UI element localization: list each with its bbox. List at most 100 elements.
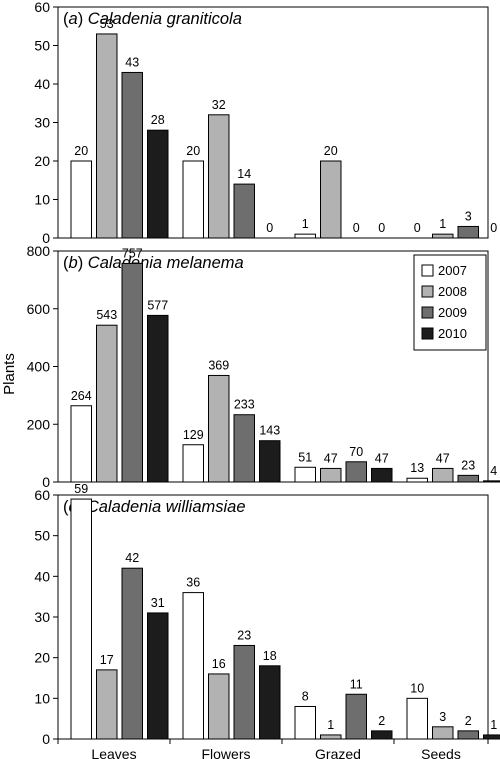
bar-2009-flowers	[233, 644, 255, 740]
data-label: 0	[353, 221, 360, 235]
y-tick-label: 10	[34, 192, 50, 208]
data-label: 31	[151, 596, 165, 610]
bar-2009-leaves	[121, 71, 143, 239]
panel-paren-close: )	[78, 254, 88, 272]
y-tick-label: 30	[34, 115, 50, 131]
bar-2010-leaves	[147, 612, 169, 740]
data-label: 14	[237, 167, 251, 181]
bar-2007-grazed	[294, 466, 316, 483]
data-label: 3	[439, 710, 446, 724]
data-label: 8	[302, 689, 309, 703]
data-label: 1	[327, 718, 334, 732]
y-tick-label: 20	[34, 650, 50, 666]
y-tick-label: 40	[34, 76, 50, 92]
legend-swatch-2007	[421, 264, 434, 277]
bar-2008-flowers	[208, 114, 230, 239]
bar-2009-grazed	[345, 461, 367, 483]
data-label: 3	[465, 209, 472, 223]
data-label: 17	[100, 653, 114, 667]
data-label: 757	[122, 246, 143, 260]
data-label: 11	[350, 677, 363, 691]
bar-2009-seeds	[457, 474, 479, 483]
data-label: 233	[234, 398, 255, 412]
bar-2008-flowers	[208, 374, 230, 483]
data-label: 0	[266, 221, 273, 235]
data-label: 47	[375, 451, 389, 465]
bar-2010-grazed	[371, 467, 393, 483]
data-label: 43	[125, 55, 139, 69]
bar-2008-flowers	[208, 673, 230, 740]
panel-letter: a	[69, 10, 78, 28]
y-tick-label: 10	[34, 690, 50, 706]
y-axis-label: Plants	[1, 353, 18, 395]
data-label: 51	[298, 450, 312, 464]
data-label: 577	[147, 298, 168, 312]
bar-2007-seeds	[406, 697, 428, 740]
data-label: 264	[71, 389, 92, 403]
y-tick-label: 400	[27, 359, 51, 375]
data-label: 1	[302, 217, 309, 231]
bar-2008-seeds	[432, 726, 454, 740]
bar-2010-seeds	[483, 734, 500, 740]
legend-swatch-2009	[421, 306, 434, 319]
data-label: 543	[96, 308, 117, 322]
bar-2008-grazed	[320, 734, 342, 740]
data-label: 1	[490, 718, 497, 732]
category-label: Grazed	[315, 746, 361, 759]
panel-title: (a) Caladenia graniticola	[63, 10, 242, 28]
bar-2007-leaves	[70, 160, 92, 239]
bar-2009-seeds	[457, 730, 479, 740]
data-label: 1	[439, 217, 446, 231]
bar-2009-flowers	[233, 414, 255, 483]
bar-2007-flowers	[182, 444, 204, 483]
data-label: 143	[259, 424, 280, 438]
y-tick-label: 0	[42, 230, 50, 246]
panel-species: Caladenia melanema	[88, 254, 244, 272]
data-label: 18	[263, 649, 277, 663]
panel-paren-open: (	[63, 498, 69, 516]
panel-species: Caladenia graniticola	[88, 10, 242, 28]
data-label: 47	[436, 451, 450, 465]
bar-2009-seeds	[457, 225, 479, 239]
bar-2007-flowers	[182, 160, 204, 239]
panel-title: (b) Caladenia melanema	[63, 254, 244, 272]
bar-2009-flowers	[233, 183, 255, 239]
bar-2008-leaves	[96, 669, 118, 740]
bar-2007-grazed	[294, 705, 316, 740]
category-label: Seeds	[421, 746, 461, 759]
panel-letter: b	[69, 254, 78, 272]
bar-2010-leaves	[147, 129, 169, 239]
data-label: 20	[186, 144, 200, 158]
bar-2008-leaves	[96, 33, 118, 239]
y-tick-label: 800	[27, 243, 51, 259]
bar-2009-leaves	[121, 567, 143, 740]
y-tick-label: 200	[27, 416, 51, 432]
bar-2007-grazed	[294, 233, 316, 239]
data-label: 23	[237, 628, 251, 642]
panel-species: Caladenia williamsiae	[87, 498, 246, 516]
data-label: 4	[490, 464, 497, 478]
legend-swatch-2010	[421, 327, 434, 340]
data-label: 28	[151, 113, 165, 127]
data-label: 53	[100, 17, 114, 31]
bar-2007-leaves	[70, 405, 92, 483]
data-label: 0	[378, 221, 385, 235]
legend-swatch-2008	[421, 285, 434, 298]
y-tick-label: 600	[27, 301, 51, 317]
data-label: 2	[378, 714, 385, 728]
data-label: 16	[212, 657, 226, 671]
data-label: 47	[324, 451, 338, 465]
bar-2009-leaves	[121, 262, 143, 483]
legend-label: 2010	[438, 326, 467, 341]
data-label: 23	[461, 458, 475, 472]
category-label: Leaves	[91, 746, 136, 759]
legend-label: 2008	[438, 284, 467, 299]
data-label: 32	[212, 98, 226, 112]
bar-2007-leaves	[70, 498, 92, 740]
bar-2010-seeds	[483, 480, 500, 483]
bar-2008-leaves	[96, 324, 118, 483]
data-label: 10	[410, 681, 424, 695]
